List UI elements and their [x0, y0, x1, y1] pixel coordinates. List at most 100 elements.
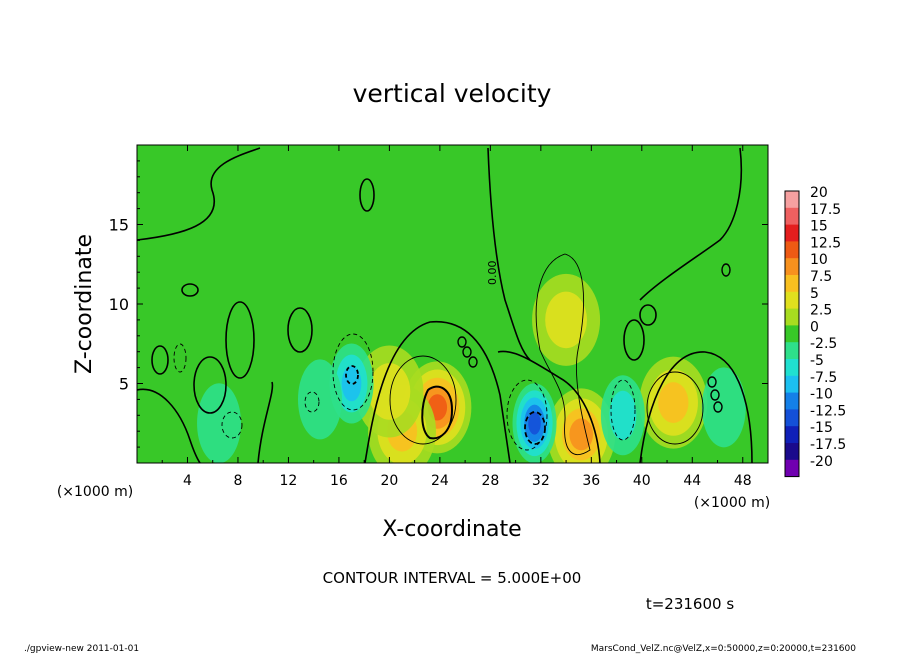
downdraft-shading-9-1 [197, 383, 242, 463]
downdraft-shading-10-1 [297, 359, 342, 440]
y-tick-label: 10 [109, 295, 129, 314]
zero-contour [462, 346, 472, 358]
footer-source: MarsCond_VelZ.nc@VelZ,x=0:50000,z=0:2000… [591, 644, 856, 654]
zero-contour [468, 356, 478, 368]
colorbar-swatch [785, 308, 799, 326]
x-unit-label-right: (×1000 m) [694, 495, 770, 511]
zero-contour [364, 320, 511, 463]
colorbar: 2017.51512.5107.552.50-2.5-5-7.5-10-12.5… [784, 185, 846, 478]
x-tick-label: 32 [532, 473, 550, 489]
zero-contour [287, 307, 313, 353]
x-axis-label: X-coordinate [382, 517, 521, 542]
colorbar-label: 10 [810, 252, 828, 268]
x-tick-label: 40 [633, 473, 651, 489]
colorbar-swatch [785, 241, 799, 259]
zero-contour [137, 388, 201, 463]
colorbar-swatch [785, 443, 799, 461]
colorbar-swatch [785, 224, 799, 242]
colorbar-swatch [785, 426, 799, 444]
zero-contour [181, 283, 199, 297]
colorbar-swatch [785, 207, 799, 225]
time-text: t=231600 s [646, 595, 734, 613]
colorbar-swatch [785, 191, 799, 209]
x-tick-label: 28 [481, 473, 499, 489]
colorbar-swatch [785, 291, 799, 309]
zero-contour [193, 356, 227, 414]
negative-contour [506, 379, 548, 451]
zero-contour [710, 389, 720, 401]
downdraft-shading-7-3 [341, 365, 362, 402]
x-tick-label: 16 [330, 473, 348, 489]
colorbar-label: -15 [810, 420, 833, 436]
zero-contour [639, 147, 743, 301]
colorbar-label: -7.5 [810, 370, 837, 386]
negative-contour [221, 411, 243, 439]
zero-contour [639, 304, 657, 326]
colorbar-label: 12.5 [810, 235, 841, 251]
colorbar-label: 7.5 [810, 269, 832, 285]
x-axis-ticks: 4 8 12 16 20 24 28 32 36 40 44 48 [161, 145, 752, 489]
updraft-shading-2-4 [569, 418, 594, 451]
negative-contour [524, 411, 546, 445]
colorbar-label: 2.5 [810, 303, 832, 319]
x-tick-label: 24 [431, 473, 449, 489]
zero-contour [137, 147, 261, 241]
plot-area: 0.00 [136, 144, 769, 464]
updraft-shading-4-3 [658, 382, 689, 423]
x-tick-label: 8 [233, 473, 242, 489]
x-tick-label: 20 [380, 473, 398, 489]
contour-interval-text: CONTOUR INTERVAL = 5.000E+00 [323, 569, 582, 587]
colorbar-label: -17.5 [810, 437, 846, 453]
negative-contour [610, 379, 636, 441]
negative-contour [173, 343, 187, 373]
zero-contour [623, 319, 645, 361]
chart-title: vertical velocity [353, 79, 552, 108]
updraft-shading-5-2 [368, 363, 411, 420]
colorbar-swatch [785, 409, 799, 427]
x-tick-label: 44 [683, 473, 701, 489]
colorbar-swatch [785, 375, 799, 393]
zero-contour [359, 178, 375, 212]
colorbar-swatch [785, 342, 799, 360]
zero-contour [497, 350, 601, 463]
updraft-shading-3-2 [545, 291, 587, 349]
colorbar-swatch [785, 275, 799, 293]
footer-program: ./gpview-new 2011-01-01 [24, 644, 139, 654]
colorbar-label: -20 [810, 454, 833, 470]
colorbar-label: -5 [810, 353, 824, 369]
zero-contour [257, 381, 274, 463]
colorbar-label: 0 [810, 319, 819, 335]
colorbar-swatch [785, 325, 799, 343]
colorbar-label: -10 [810, 387, 833, 403]
y-axis-label: Z-coordinate [72, 234, 97, 374]
colorbar-label: 5 [810, 286, 819, 302]
colorbar-swatch [785, 258, 799, 276]
zero-contour [487, 147, 531, 361]
y-tick-label: 5 [119, 375, 129, 394]
colorbar-label: -12.5 [810, 403, 846, 419]
colorbar-swatch [785, 392, 799, 410]
colorbar-label: 17.5 [810, 202, 841, 218]
negative-contour [345, 365, 359, 385]
zero-contour [225, 301, 255, 379]
positive-contour [646, 371, 704, 445]
field-shading [197, 273, 746, 463]
colorbar-swatch [785, 359, 799, 377]
x-tick-label: 12 [280, 473, 298, 489]
colorbar-swatch [785, 459, 799, 477]
colorbar-label: 15 [810, 219, 828, 235]
zero-contour [713, 401, 723, 413]
x-unit-label-left: (×1000 m) [57, 484, 133, 500]
y-tick-label: 15 [109, 216, 129, 235]
zero-contour [151, 345, 169, 375]
positive-contour [389, 355, 457, 445]
x-tick-label: 36 [582, 473, 600, 489]
x-tick-label: 48 [734, 473, 752, 489]
negative-contour [332, 333, 374, 411]
colorbar-label: -2.5 [810, 336, 837, 352]
positive-contour [535, 253, 591, 455]
zero-contour [721, 263, 731, 277]
zero-contour [707, 376, 717, 388]
downdraft-shading-8-2 [609, 390, 637, 440]
